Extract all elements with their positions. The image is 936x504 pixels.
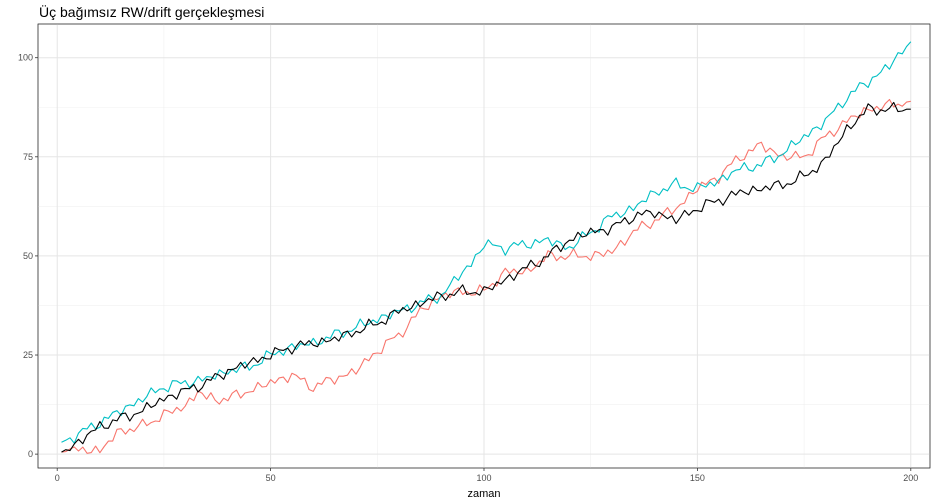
y-tick-label: 75 — [23, 152, 33, 162]
series-line-3 — [61, 101, 911, 453]
series-line-1 — [61, 98, 911, 454]
x-tick-label: 100 — [476, 473, 491, 483]
y-tick-label: 25 — [23, 350, 33, 360]
x-tick-label: 150 — [690, 473, 705, 483]
series-line-2 — [61, 41, 912, 444]
y-tick-label: 50 — [23, 251, 33, 261]
x-tick-label: 50 — [266, 473, 276, 483]
x-tick-label: 0 — [55, 473, 60, 483]
x-tick-label: 200 — [903, 473, 918, 483]
plot-border — [37, 23, 931, 469]
x-axis-title: zaman — [467, 488, 500, 500]
series-lines — [61, 41, 912, 454]
chart-title: Üç bağımsız RW/drift gerçekleşmesi — [39, 4, 265, 20]
grid-lines — [38, 24, 930, 468]
axis-ticks: 0 50 100 150 200 0 25 50 75 100 — [18, 53, 918, 483]
y-tick-label: 100 — [18, 53, 33, 63]
y-tick-label: 0 — [28, 449, 33, 459]
